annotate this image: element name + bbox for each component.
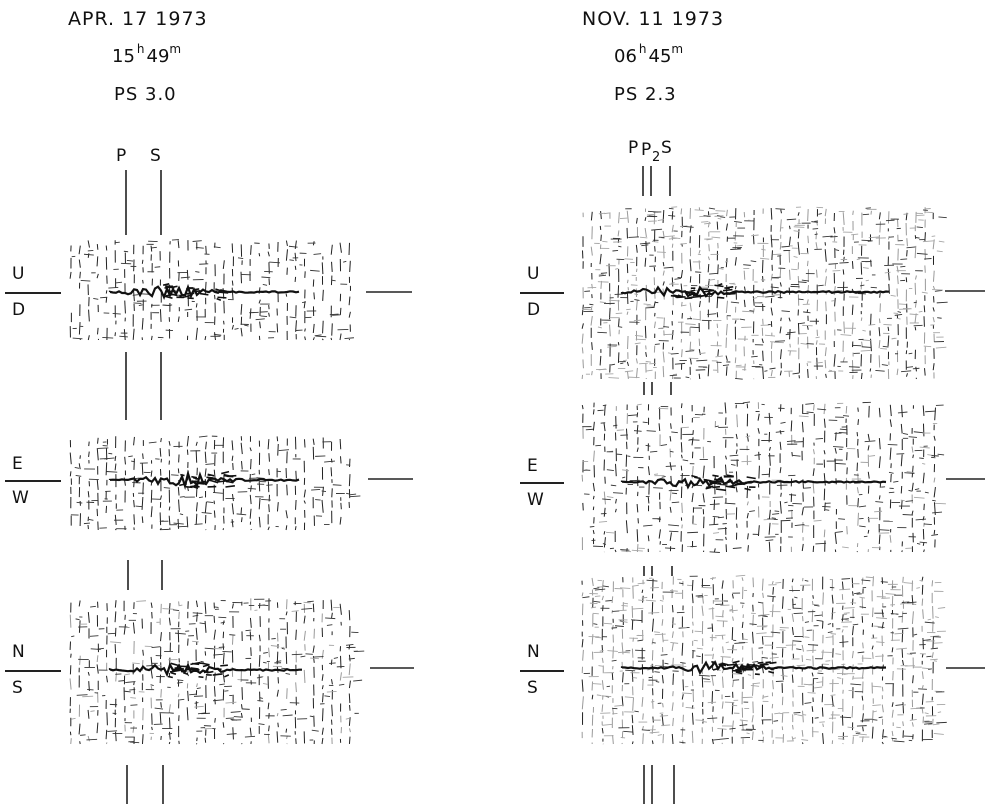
right-event-hour: 06 xyxy=(614,46,637,67)
left-ew-seismogram xyxy=(69,435,361,531)
left-component-ns-bottom: S xyxy=(12,678,23,698)
left-component-ud-top: U xyxy=(12,264,25,284)
right-event-ps: PS 2.3 xyxy=(614,84,677,105)
right-component-ns-bottom: S xyxy=(527,678,538,698)
right-ew-seismogram xyxy=(581,401,946,553)
left-event-hour: 15 xyxy=(112,46,135,67)
left-phase-p-label: P xyxy=(116,146,127,166)
left-component-ud-bottom: D xyxy=(12,300,26,320)
left-ud-seismogram xyxy=(69,239,354,341)
right-event-hour-sup: h xyxy=(638,42,647,56)
left-component-ew-divider xyxy=(5,480,61,482)
right-event-time: 06 h 45m xyxy=(614,42,683,67)
left-event-date: APR. 17 1973 xyxy=(68,8,208,30)
right-component-ns-top: N xyxy=(527,642,540,662)
right-event-date: NOV. 11 1973 xyxy=(582,8,725,30)
right-event-minute: 45 xyxy=(648,46,672,67)
right-component-ud-bottom: D xyxy=(527,300,541,320)
left-event-hour-sup: h xyxy=(136,42,145,56)
right-phase-p2-label: P xyxy=(641,140,652,160)
right-component-ns-divider xyxy=(520,670,564,672)
right-ud-seismogram xyxy=(581,206,948,380)
left-ns-seismogram xyxy=(69,598,365,745)
right-component-ew-top: E xyxy=(527,456,538,476)
left-event-minute: 49 xyxy=(146,46,170,67)
right-component-ew-bottom: W xyxy=(527,490,544,510)
left-event-ps: PS 3.0 xyxy=(114,84,177,105)
right-phase-p2-subscript: 2 xyxy=(652,150,661,165)
left-component-ns-top: N xyxy=(12,642,25,662)
right-component-ew-divider xyxy=(520,482,564,484)
right-component-ud-top: U xyxy=(527,264,540,284)
right-component-ud-divider xyxy=(520,292,564,294)
left-event-minute-sup: m xyxy=(169,42,182,56)
reference-ticks xyxy=(366,290,985,669)
left-component-ew-bottom: W xyxy=(12,488,29,508)
seismogram-panels xyxy=(69,206,948,745)
phase-marker-lines xyxy=(125,166,675,804)
left-component-ns-divider xyxy=(5,670,61,672)
left-phase-s-label: S xyxy=(150,146,161,166)
right-phase-s-label: S xyxy=(661,138,672,158)
left-event-time: 15 h 49m xyxy=(112,42,181,67)
right-ns-seismogram xyxy=(581,574,947,745)
right-event-minute-sup: m xyxy=(671,42,684,56)
left-component-ud-divider xyxy=(5,292,61,294)
right-phase-p-label: P xyxy=(628,138,639,158)
left-component-ew-top: E xyxy=(12,454,23,474)
